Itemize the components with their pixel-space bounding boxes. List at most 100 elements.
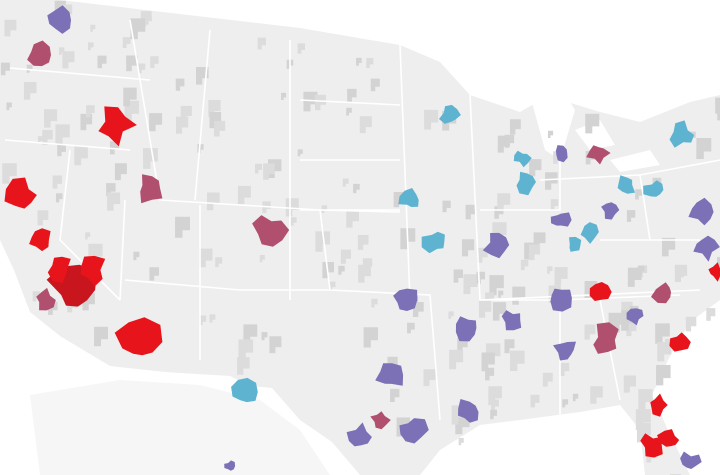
county-area [655,323,670,344]
metro-area [693,235,720,262]
county-area [346,209,359,228]
county-area [542,372,553,387]
metro-area [29,228,51,252]
county-area [74,146,88,166]
metro-area [47,256,71,283]
county-area [87,42,94,51]
county-area [356,57,362,66]
county-area [123,87,137,107]
metro-area [650,393,668,417]
county-area [199,248,213,268]
county-area [489,275,504,296]
county-area [550,199,559,210]
county-area [347,88,357,103]
county-area [237,185,251,205]
county-area [238,339,254,360]
great-lakes [520,75,660,172]
county-area [209,314,216,323]
metro-area [669,120,695,148]
metro-area [680,451,702,469]
county-area [133,251,140,261]
county-area [389,388,400,402]
county-area [637,265,645,275]
metro-area [36,287,56,311]
county-area [114,163,127,181]
metro-area [4,177,37,209]
county-area [145,15,152,25]
county-area [497,193,511,212]
county-area [94,326,108,347]
county-area [55,124,70,145]
metro-area [555,145,568,163]
metro-area [589,282,612,301]
county-area [461,239,475,257]
metro-area [550,212,572,227]
county-area [481,352,495,372]
county-area [366,58,374,68]
county-area [44,109,58,128]
county-area [55,193,63,203]
county-area [449,349,464,370]
metro-area [569,236,582,252]
county-area [547,130,554,139]
county-area [562,399,569,408]
county-area [149,113,163,132]
metro-area [252,215,290,247]
county-area [290,217,297,226]
metro-area [501,310,522,331]
county-area [261,332,268,341]
county-area [453,269,463,283]
county-area [359,116,372,134]
county-area [520,259,529,271]
county-area [696,138,712,159]
county-area [263,163,275,180]
metro-area [80,255,106,287]
county-area [23,82,37,100]
metro-area [399,418,429,444]
county-area [545,172,558,190]
county-area [109,141,120,155]
county-area [449,359,455,367]
metro-area [516,171,536,196]
county-area [214,120,226,137]
mexico [30,380,330,475]
county-area [175,78,185,91]
county-area [685,316,697,332]
county-area [370,78,380,92]
metro-area [626,308,644,326]
county-area [585,113,600,134]
county-area [706,308,716,321]
county-area [2,163,17,184]
county-area [371,298,378,308]
county-area [590,386,603,404]
county-area [57,144,66,157]
county-area [504,339,515,354]
county-area [357,235,369,250]
metro-area [421,231,445,254]
county-area [257,37,266,50]
metro-area [398,188,419,207]
county-area [638,389,653,410]
county-area [321,205,328,213]
metro-areas [4,5,720,471]
county-area [656,365,671,386]
metro-area [224,460,236,471]
county-area [52,175,62,189]
county-area [297,43,305,54]
county-area [297,149,303,157]
county-area [6,102,12,111]
county-area [86,105,95,118]
metro-area [593,322,619,354]
county-area [424,109,439,130]
county-area [42,129,53,145]
county-area [122,37,131,48]
metro-area [586,145,611,165]
metro-area [513,150,532,168]
county-area [488,386,502,406]
metro-area [346,422,372,447]
county-area [285,198,299,217]
county-area [442,200,451,213]
county-area [37,210,49,226]
county-area [490,409,497,420]
